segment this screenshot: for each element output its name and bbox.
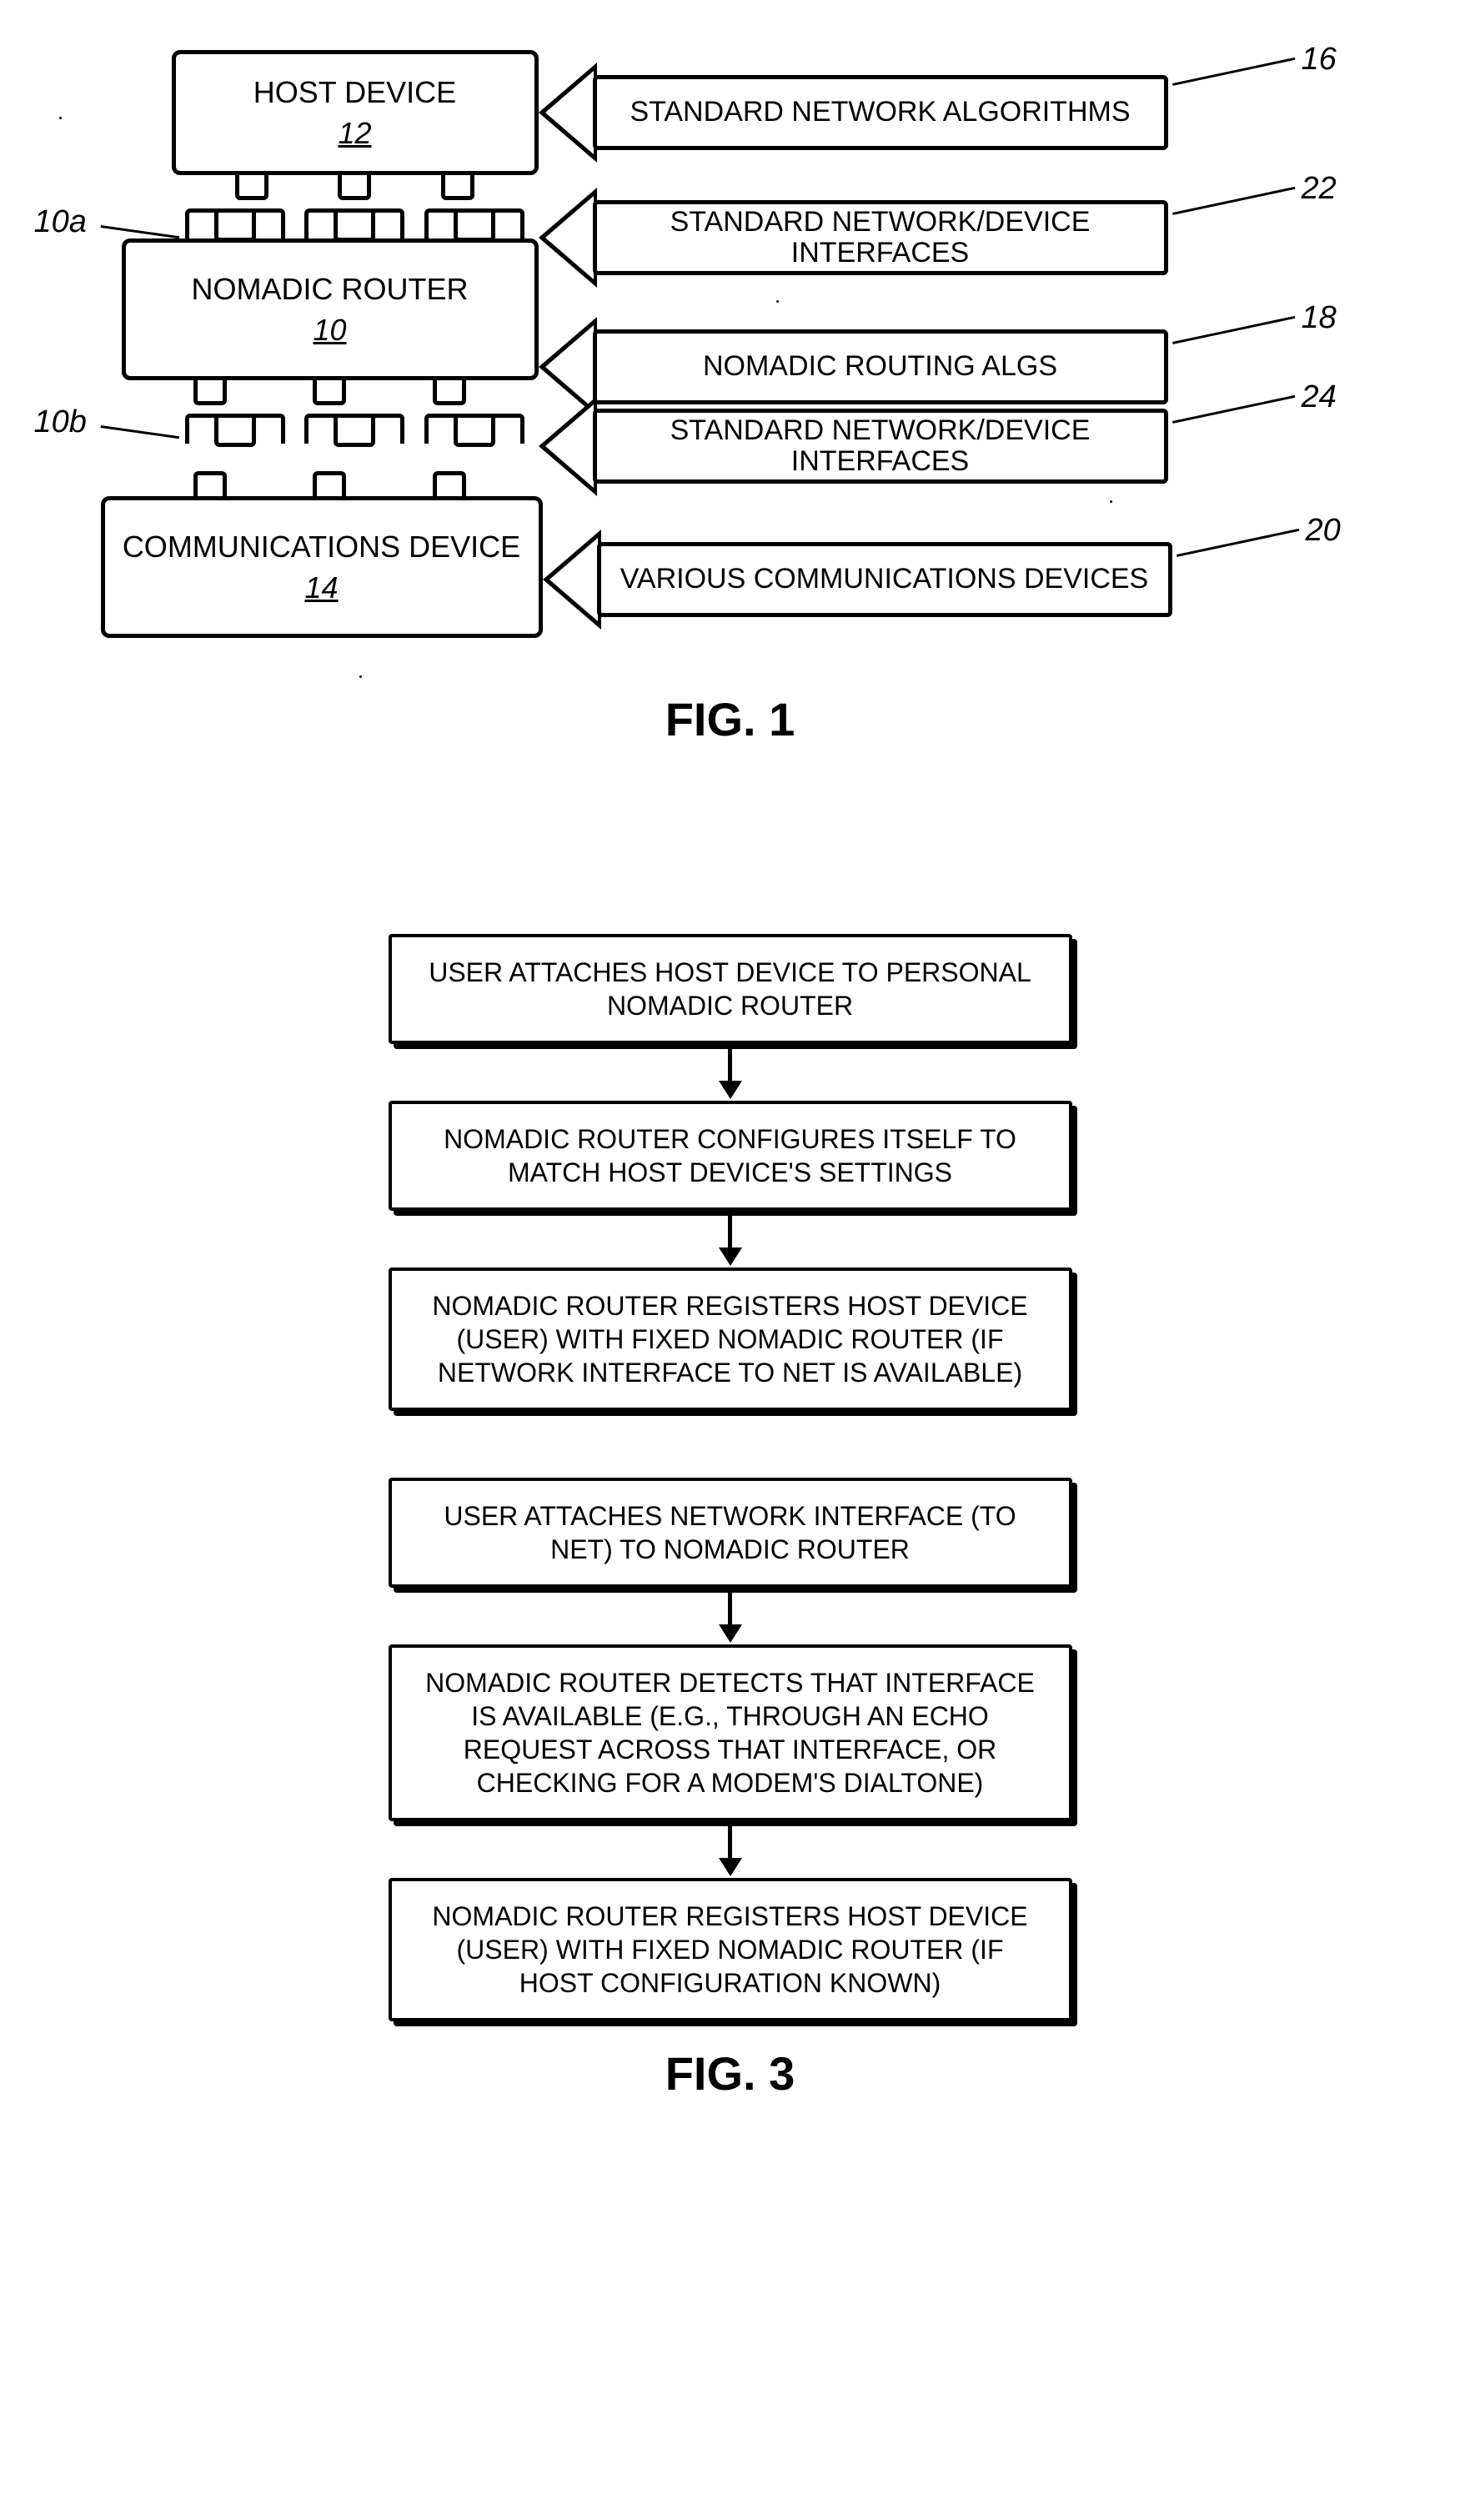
ref-20: 20 bbox=[1306, 513, 1341, 549]
flow-box-1-text: USER ATTACHES HOST DEVICE TO PERSONAL NO… bbox=[429, 957, 1031, 1021]
leader-10b bbox=[100, 425, 178, 439]
fig3-caption: FIG. 3 bbox=[665, 2046, 795, 2101]
figure-3: USER ATTACHES HOST DEVICE TO PERSONAL NO… bbox=[355, 934, 1106, 2101]
nomadic-router-block: NOMADIC ROUTER 10 bbox=[122, 238, 539, 380]
ref-18: 18 bbox=[1302, 300, 1337, 336]
leader-22 bbox=[1172, 187, 1295, 215]
flow-box-5-text: NOMADIC ROUTER DETECTS THAT INTERFACE IS… bbox=[425, 1668, 1035, 1798]
host-device-label: HOST DEVICE bbox=[253, 75, 456, 109]
leader-24 bbox=[1172, 395, 1295, 424]
flow-box-2-text: NOMADIC ROUTER CONFIGURES ITSELF TO MATC… bbox=[444, 1124, 1016, 1187]
flow-box-5: NOMADIC ROUTER DETECTS THAT INTERFACE IS… bbox=[389, 1644, 1072, 1821]
flow-box-2: NOMADIC ROUTER CONFIGURES ITSELF TO MATC… bbox=[389, 1101, 1072, 1211]
arrow-20-text: VARIOUS COMMUNICATIONS DEVICES bbox=[620, 564, 1148, 595]
flow-arrow-icon bbox=[719, 1214, 742, 1266]
flow-box-1: USER ATTACHES HOST DEVICE TO PERSONAL NO… bbox=[389, 934, 1072, 1044]
communications-device-block: COMMUNICATIONS DEVICE 14 bbox=[101, 496, 543, 638]
arrow-20: VARIOUS COMMUNICATIONS DEVICES bbox=[597, 542, 1172, 617]
comm-tabs bbox=[151, 471, 509, 496]
arrow-22-text: STANDARD NETWORK/DEVICE INTERFACES bbox=[605, 207, 1156, 269]
flow-box-4: USER ATTACHES NETWORK INTERFACE (TO NET)… bbox=[389, 1478, 1072, 1588]
ref-16: 16 bbox=[1302, 42, 1337, 78]
comm-top-sockets bbox=[176, 414, 534, 444]
leader-16 bbox=[1172, 58, 1295, 86]
arrow-18-text: NOMADIC ROUTING ALGS bbox=[703, 351, 1057, 382]
communications-device-ref-num: 14 bbox=[304, 570, 338, 605]
host-teeth bbox=[201, 175, 509, 200]
flow-arrow-icon bbox=[719, 1591, 742, 1643]
ref-10b: 10b bbox=[34, 404, 87, 440]
flow-arrow-icon bbox=[719, 1047, 742, 1099]
router-top-sockets bbox=[176, 208, 534, 238]
arrow-16-text: STANDARD NETWORK ALGORITHMS bbox=[630, 97, 1130, 128]
communications-device-label: COMMUNICATIONS DEVICE bbox=[123, 530, 520, 564]
arrow-16: STANDARD NETWORK ALGORITHMS bbox=[593, 75, 1168, 150]
flow-arrow-icon bbox=[719, 1825, 742, 1876]
ref-24: 24 bbox=[1302, 379, 1337, 415]
flow-box-3-text: NOMADIC ROUTER REGISTERS HOST DEVICE (US… bbox=[432, 1291, 1027, 1388]
flow-box-6-text: NOMADIC ROUTER REGISTERS HOST DEVICE (US… bbox=[432, 1901, 1027, 1998]
arrow-22: STANDARD NETWORK/DEVICE INTERFACES bbox=[593, 200, 1168, 275]
figure-1: HOST DEVICE 12 STANDARD NETWORK ALGORITH… bbox=[26, 33, 1435, 867]
flow-box-3: NOMADIC ROUTER REGISTERS HOST DEVICE (US… bbox=[389, 1268, 1072, 1411]
flow-box-6: NOMADIC ROUTER REGISTERS HOST DEVICE (US… bbox=[389, 1878, 1072, 2021]
host-device-ref-num: 12 bbox=[338, 116, 371, 150]
fig1-caption: FIG. 1 bbox=[665, 692, 795, 746]
leader-10a bbox=[100, 225, 178, 238]
nomadic-router-label: NOMADIC ROUTER bbox=[192, 272, 469, 306]
ref-10a: 10a bbox=[34, 204, 87, 240]
arrow-24-text: STANDARD NETWORK/DEVICE INTERFACES bbox=[605, 415, 1156, 478]
arrow-18: NOMADIC ROUTING ALGS bbox=[593, 329, 1168, 404]
ref-22: 22 bbox=[1302, 171, 1337, 207]
nomadic-router-ref-num: 10 bbox=[313, 313, 346, 347]
leader-20 bbox=[1177, 529, 1299, 557]
arrow-24: STANDARD NETWORK/DEVICE INTERFACES bbox=[593, 409, 1168, 484]
host-device-block: HOST DEVICE 12 bbox=[172, 50, 539, 175]
leader-18 bbox=[1172, 316, 1295, 344]
router-teeth bbox=[151, 380, 509, 405]
flow-box-4-text: USER ATTACHES NETWORK INTERFACE (TO NET)… bbox=[444, 1501, 1016, 1564]
